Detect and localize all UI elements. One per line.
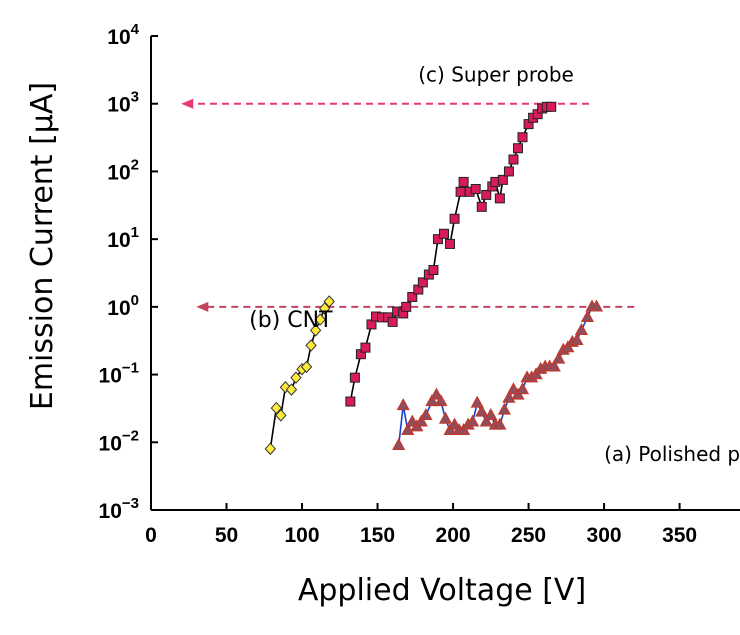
y-tick-label: 101 (107, 224, 139, 252)
arrow-head (196, 301, 209, 312)
series-polished-probe (392, 299, 604, 451)
y-tick-label: 104 (107, 21, 139, 49)
y-tick-label: 10−1 (99, 360, 139, 388)
x-tick-label: 0 (145, 524, 157, 547)
y-tick-label: 100 (107, 292, 139, 320)
data-point (580, 309, 595, 322)
data-point (589, 299, 604, 312)
data-point (319, 302, 331, 315)
data-point (309, 324, 322, 337)
data-point (508, 154, 519, 165)
data-point (401, 301, 412, 312)
data-point (484, 407, 498, 420)
y-tick-label: 103 (107, 89, 139, 117)
annotations: (c) Super probe (b) CNT (a) Polished probe (249, 62, 740, 466)
data-point (300, 360, 313, 374)
arrow-head (181, 98, 194, 109)
data-point (401, 423, 415, 436)
data-point (275, 409, 287, 422)
reference-arrows (181, 98, 635, 312)
data-point (445, 238, 456, 249)
data-point (270, 401, 283, 415)
data-point (574, 322, 589, 335)
data-point (449, 213, 460, 224)
data-point (570, 333, 584, 346)
data-point (494, 193, 505, 204)
axes (150, 36, 740, 511)
x-tick-label: 150 (360, 524, 395, 547)
data-point (285, 383, 298, 396)
data-point (305, 339, 317, 352)
x-tick-label: 200 (436, 524, 471, 547)
data-point (314, 313, 326, 326)
data-point (323, 295, 335, 308)
data-point (517, 132, 528, 143)
series-super-probe (345, 101, 557, 407)
data-point (387, 316, 398, 327)
data-point (458, 176, 469, 187)
data-point (493, 417, 507, 430)
data-point (497, 402, 511, 415)
data-point (429, 387, 444, 400)
tick-labels: 0 50 100 150 200 250 300 350 104 103 102 101 100 10−1… (99, 21, 698, 547)
data-point (552, 351, 566, 364)
data-point (396, 398, 410, 411)
data-point (264, 442, 276, 456)
x-axis-title: Applied Voltage [V] (298, 573, 586, 608)
data-point (470, 184, 481, 195)
x-tick-label: 100 (285, 524, 320, 547)
y-axis-title: Emission Current [μA] (25, 82, 60, 410)
label-super-probe: (c) Super probe (418, 62, 574, 86)
data-point (438, 228, 449, 239)
data-point (476, 201, 487, 212)
data-point (419, 407, 433, 420)
data-point (546, 101, 557, 112)
label-polished-probe: (a) Polished probe (604, 442, 740, 466)
data-series (264, 101, 604, 456)
data-point (497, 174, 508, 185)
data-point (428, 265, 439, 276)
data-point (503, 166, 514, 177)
data-point (515, 382, 530, 395)
data-point (432, 234, 443, 245)
data-point (455, 186, 466, 197)
data-point (512, 143, 523, 154)
data-point (360, 342, 371, 353)
series-cnt (264, 295, 335, 456)
data-point (425, 394, 439, 407)
data-point (414, 414, 428, 427)
data-point (438, 411, 453, 424)
data-point (434, 394, 448, 407)
x-tick-label: 300 (587, 524, 622, 547)
data-point (466, 414, 480, 427)
data-point (417, 277, 428, 288)
data-point (479, 414, 493, 427)
y-tick-label: 10−3 (99, 495, 139, 523)
data-point (481, 189, 492, 200)
data-point (407, 291, 418, 302)
y-tick-label: 102 (107, 156, 139, 184)
data-point (470, 395, 484, 408)
y-tick-label: 10−2 (99, 427, 139, 455)
data-point (290, 371, 302, 384)
data-point (345, 396, 356, 407)
x-tick-label: 50 (215, 524, 238, 547)
data-point (547, 359, 561, 372)
data-point (392, 438, 406, 451)
data-point (349, 372, 360, 383)
data-point (475, 404, 489, 417)
x-tick-label: 250 (511, 524, 546, 547)
x-tick-label: 350 (662, 524, 697, 547)
label-cnt: (b) CNT (249, 308, 333, 333)
